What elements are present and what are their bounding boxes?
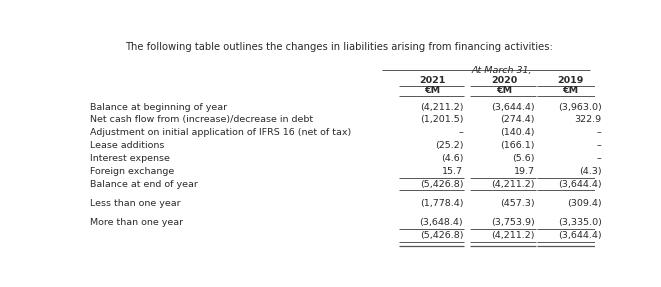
Text: –: –: [597, 154, 602, 163]
Text: (309.4): (309.4): [567, 199, 602, 208]
Text: (140.4): (140.4): [500, 128, 535, 137]
Text: (166.1): (166.1): [500, 141, 535, 150]
Text: Balance at beginning of year: Balance at beginning of year: [91, 103, 227, 112]
Text: (3,335.0): (3,335.0): [558, 218, 602, 227]
Text: (5.6): (5.6): [512, 154, 535, 163]
Text: More than one year: More than one year: [91, 218, 184, 227]
Text: The following table outlines the changes in liabilities arising from financing a: The following table outlines the changes…: [125, 42, 553, 52]
Text: Interest expense: Interest expense: [91, 154, 170, 163]
Text: 15.7: 15.7: [442, 167, 463, 176]
Text: (4.3): (4.3): [579, 167, 602, 176]
Text: 19.7: 19.7: [514, 167, 535, 176]
Text: (4.6): (4.6): [441, 154, 463, 163]
Text: 2020: 2020: [491, 76, 517, 85]
Text: (1,201.5): (1,201.5): [420, 115, 463, 125]
Text: Balance at end of year: Balance at end of year: [91, 180, 198, 189]
Text: 2019: 2019: [557, 76, 584, 85]
Text: Adjustment on initial application of IFRS 16 (net of tax): Adjustment on initial application of IFR…: [91, 128, 352, 137]
Text: (3,648.4): (3,648.4): [420, 218, 463, 227]
Text: (5,426.8): (5,426.8): [420, 180, 463, 189]
Text: Less than one year: Less than one year: [91, 199, 181, 208]
Text: 322.9: 322.9: [574, 115, 602, 125]
Text: Foreign exchange: Foreign exchange: [91, 167, 175, 176]
Text: (25.2): (25.2): [435, 141, 463, 150]
Text: –: –: [597, 141, 602, 150]
Text: (457.3): (457.3): [500, 199, 535, 208]
Text: (3,644.4): (3,644.4): [558, 180, 602, 189]
Text: €M: €M: [496, 86, 512, 95]
Text: €M: €M: [563, 86, 578, 95]
Text: (3,644.4): (3,644.4): [491, 103, 535, 112]
Text: €M: €M: [424, 86, 440, 95]
Text: Lease additions: Lease additions: [91, 141, 165, 150]
Text: –: –: [459, 128, 463, 137]
Text: (3,644.4): (3,644.4): [558, 231, 602, 240]
Text: (3,963.0): (3,963.0): [558, 103, 602, 112]
Text: (4,211.2): (4,211.2): [492, 231, 535, 240]
Text: (3,753.9): (3,753.9): [491, 218, 535, 227]
Text: At March 31,: At March 31,: [471, 66, 531, 75]
Text: (1,778.4): (1,778.4): [420, 199, 463, 208]
Text: –: –: [597, 128, 602, 137]
Text: (274.4): (274.4): [500, 115, 535, 125]
Text: (4,211.2): (4,211.2): [420, 103, 463, 112]
Text: Net cash flow from (increase)/decrease in debt: Net cash flow from (increase)/decrease i…: [91, 115, 313, 125]
Text: (5,426.8): (5,426.8): [420, 231, 463, 240]
Text: 2021: 2021: [419, 76, 446, 85]
Text: (4,211.2): (4,211.2): [492, 180, 535, 189]
